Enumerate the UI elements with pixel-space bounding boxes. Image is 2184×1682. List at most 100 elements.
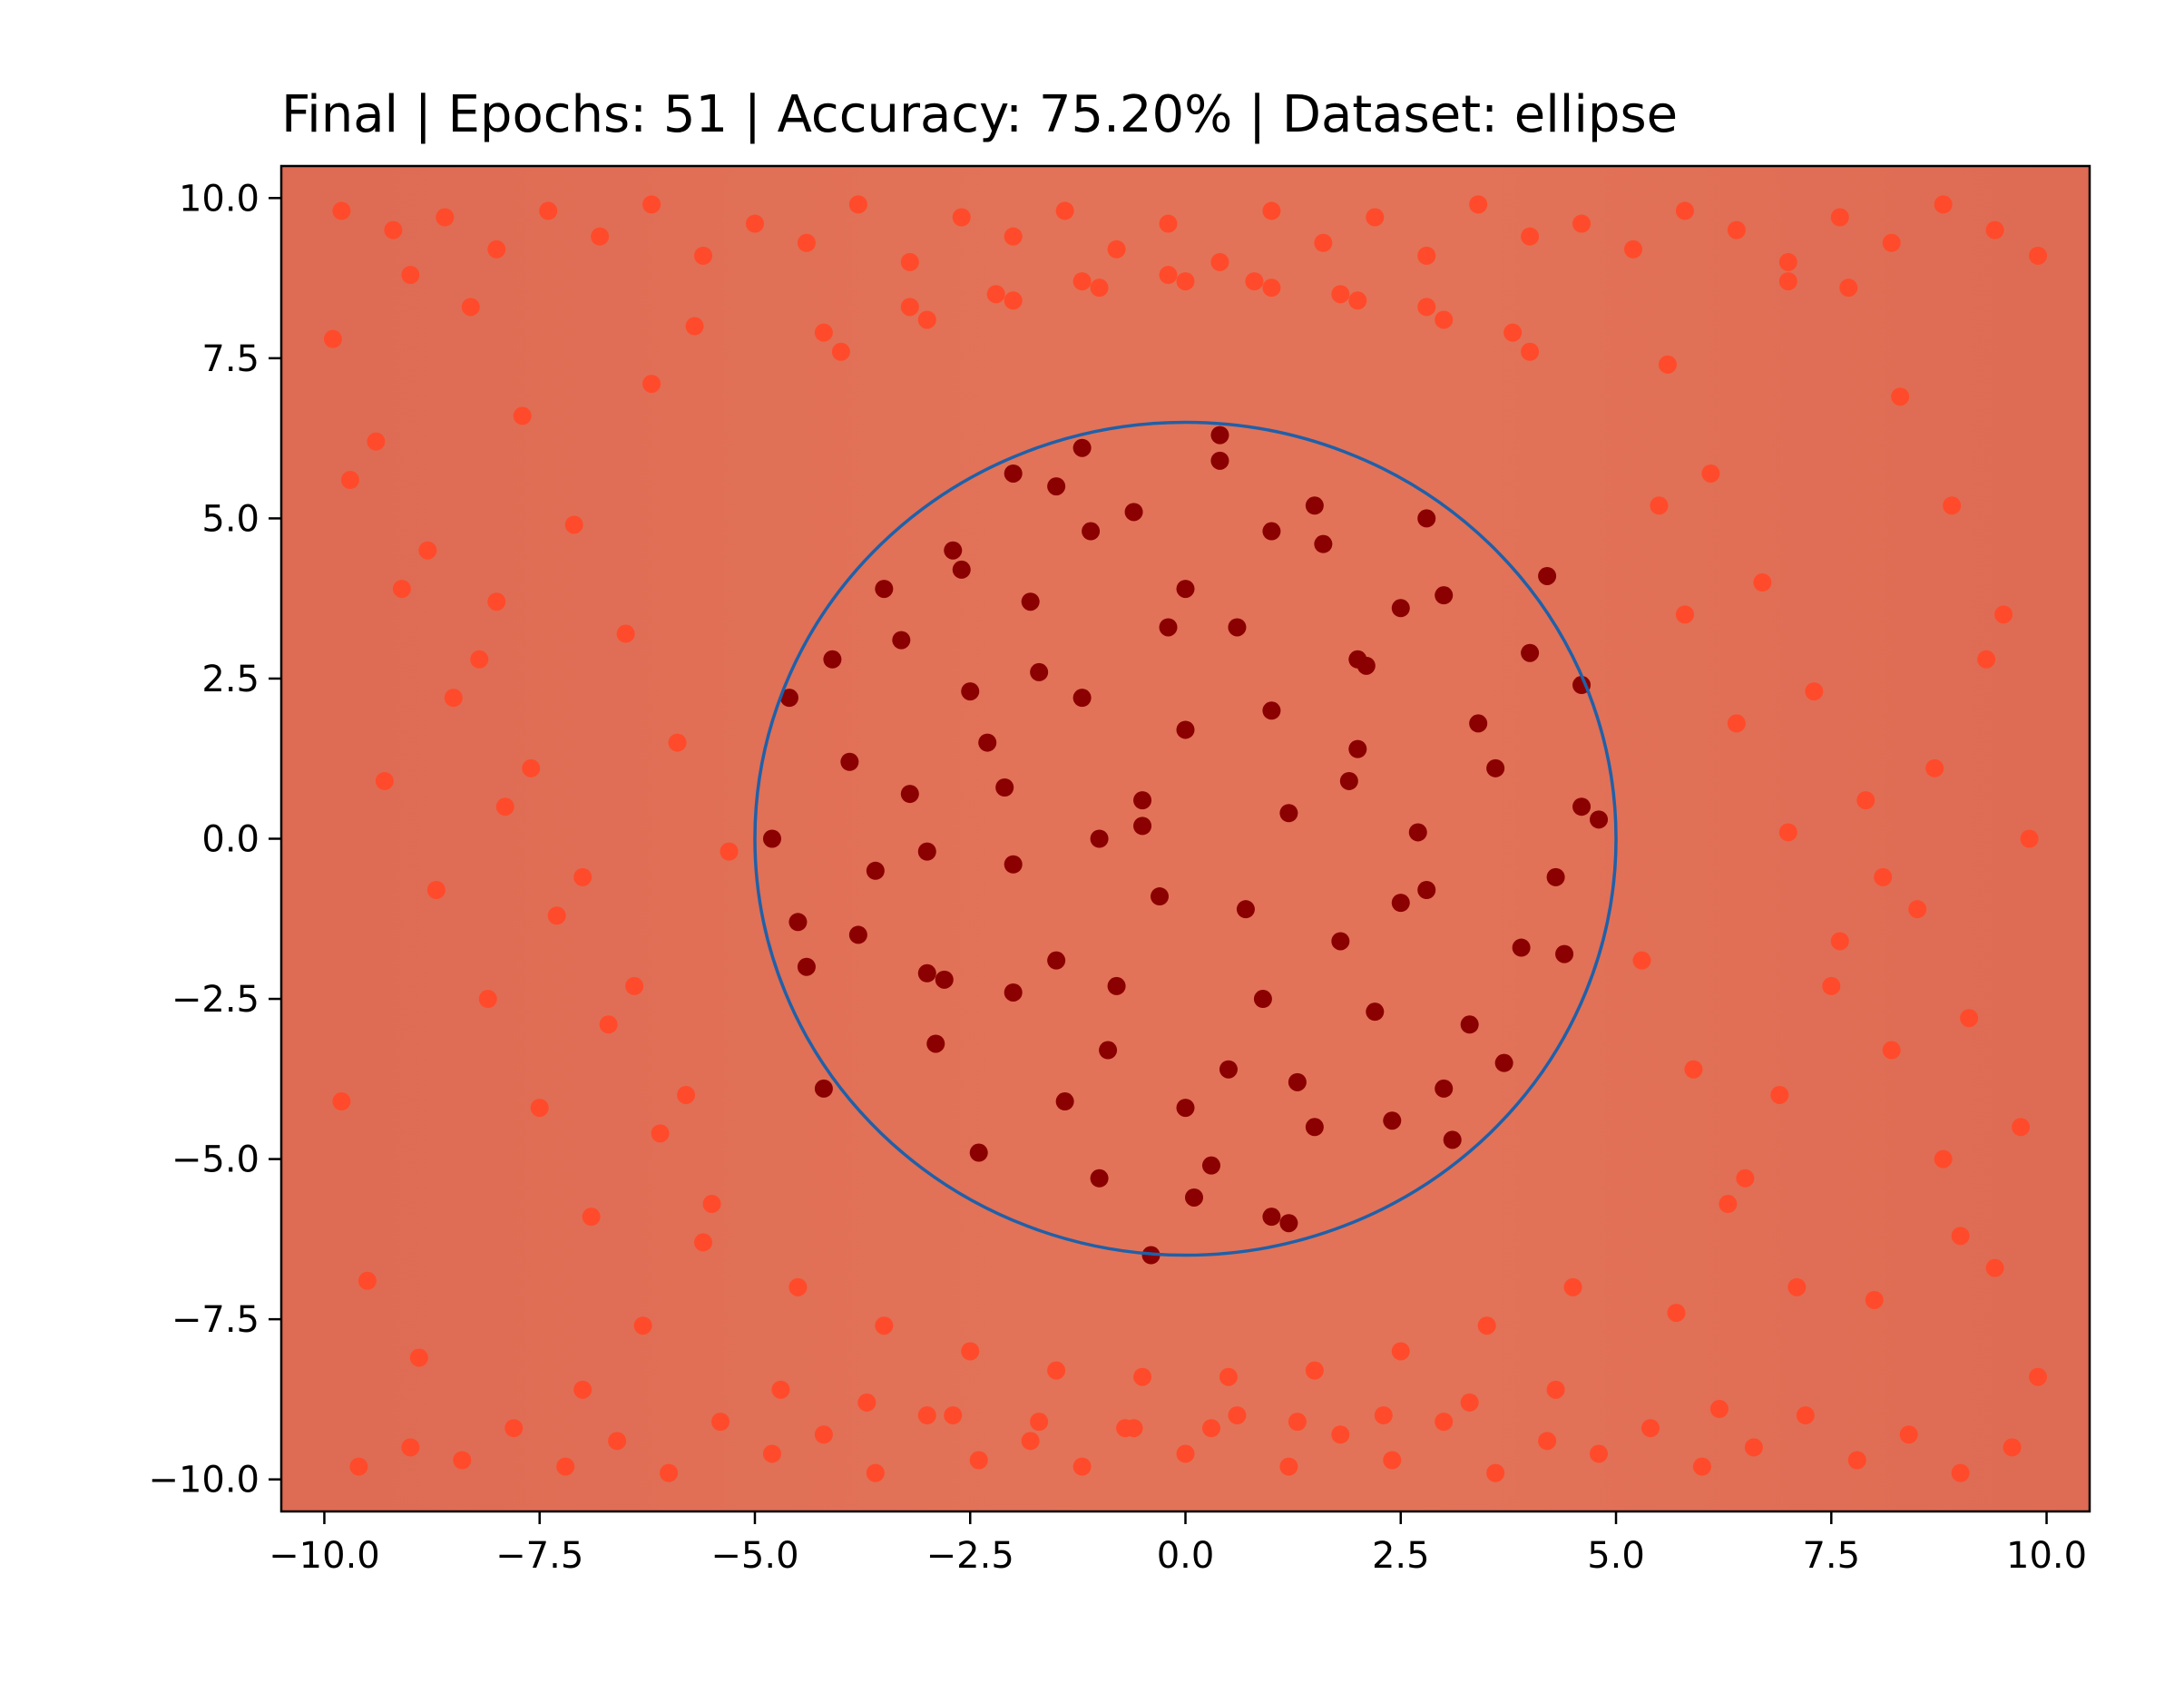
x-tick-label: 5.0 [1587,1535,1645,1577]
scatter-point-outside [1891,387,1910,406]
scatter-point-inside [1236,900,1255,919]
x-tick-label: 0.0 [1157,1535,1215,1577]
scatter-point-inside [1159,618,1178,637]
scatter-point-outside [1753,573,1772,592]
scatter-point-outside [1719,1195,1738,1214]
scatter-point-outside [1279,1457,1298,1476]
y-tick-label: 2.5 [201,659,260,700]
scatter-point-outside [1796,1406,1815,1425]
scatter-point-outside [2003,1438,2022,1457]
scatter-point-inside [779,689,798,708]
scatter-point-outside [1435,1413,1454,1432]
scatter-point-outside [875,1316,894,1335]
scatter-point-outside [1159,266,1178,285]
scatter-point-outside [831,342,850,361]
scatter-point-inside [1512,938,1531,957]
scatter-point-outside [677,1085,696,1104]
scatter-point-outside [573,1380,593,1399]
scatter-point-outside [1245,272,1264,291]
scatter-point-outside [504,1419,524,1438]
scatter-point-inside [1228,618,1247,637]
scatter-point-outside [1305,1361,1324,1380]
scatter-point-inside [1314,534,1333,553]
scatter-point-inside [1391,894,1410,913]
scatter-point-outside [788,1277,808,1296]
x-tick-label: −5.0 [710,1535,798,1577]
scatter-point-outside [1675,605,1694,624]
scatter-point-outside [771,1380,790,1399]
scatter-point-outside [1435,310,1454,329]
scatter-point-inside [1339,771,1358,790]
scatter-point-inside [1030,662,1049,681]
scatter-point-inside [1176,1099,1195,1118]
scatter-point-inside [866,861,885,880]
scatter-point-inside [1305,496,1324,515]
scatter-point-outside [642,195,661,214]
scatter-point-inside [1219,1060,1238,1079]
scatter-point-outside [409,1348,428,1367]
scatter-point-outside [1469,195,1488,214]
scatter-point-outside [848,195,867,214]
scatter-point-outside [961,1342,980,1361]
scatter-point-inside [1004,464,1023,483]
scatter-point-outside [1116,1419,1135,1438]
scatter-point-inside [875,580,894,599]
scatter-point-outside [1934,195,1953,214]
scatter-point-outside [1366,208,1385,227]
scatter-point-outside [1805,682,1824,701]
decision-surface [281,166,2090,1511]
scatter-point-outside [418,541,437,560]
scatter-point-outside [1546,1380,1565,1399]
scatter-point-outside [1778,823,1797,842]
scatter-point-outside [720,842,739,861]
scatter-point-inside [1331,932,1350,951]
scatter-point-outside [332,201,351,220]
scatter-point-outside [1460,1393,1479,1412]
scatter-point-outside [702,1195,721,1214]
scatter-point-outside [470,650,489,669]
scatter-point-outside [616,624,635,643]
scatter-point-inside [1383,1111,1402,1130]
scatter-point-outside [1908,900,1927,919]
scatter-point-outside [1934,1149,1953,1169]
scatter-point-outside [1727,220,1746,240]
scatter-point-outside [1521,342,1540,361]
scatter-point-outside [522,758,541,777]
scatter-point-inside [1124,503,1143,522]
scatter-point-outside [1830,932,1849,951]
scatter-point-outside [461,298,480,317]
scatter-point-outside [1874,867,1893,886]
scatter-point-outside [1004,227,1023,246]
scatter-point-outside [1684,1060,1703,1079]
scatter-point-inside [1107,976,1126,995]
scatter-point-inside [814,1079,833,1098]
x-tick-label: −2.5 [926,1535,1014,1577]
scatter-point-outside [349,1457,368,1476]
scatter-point-inside [1210,425,1229,445]
scatter-point-outside [1201,1419,1220,1438]
scatter-point-outside [513,406,532,425]
scatter-point-outside [814,323,833,342]
scatter-point-inside [1417,880,1436,899]
scatter-point-outside [1658,355,1677,374]
scatter-point-outside [642,375,661,394]
scatter-point-inside [1201,1156,1220,1175]
y-axis: −10.0 −7.5 −5.0 −2.5 0.0 2.5 5.0 7.5 10.0 [148,178,281,1501]
scatter-point-inside [848,925,867,944]
scatter-point-inside [1366,1002,1385,1022]
scatter-point-outside [436,208,455,227]
scatter-point-outside [1951,1227,1970,1246]
scatter-point-outside [1994,605,2013,624]
scatter-point-outside [917,310,936,329]
scatter-point-outside [1133,1367,1152,1386]
y-tick-label: 7.5 [201,338,260,380]
scatter-point-outside [1882,1041,1901,1060]
scatter-point-inside [1460,1015,1479,1034]
scatter-point-outside [375,771,394,790]
scatter-point-outside [1847,1451,1866,1470]
scatter-point-outside [900,252,919,271]
scatter-point-outside [1899,1425,1918,1444]
scatter-point-inside [1151,887,1170,906]
scatter-point-outside [367,432,386,451]
scatter-point-outside [401,1438,420,1457]
